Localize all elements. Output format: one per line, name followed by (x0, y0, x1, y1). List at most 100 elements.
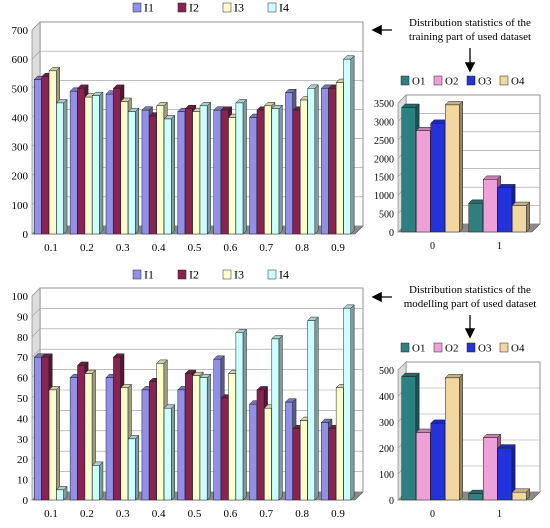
bar-I4-0.9 (342, 304, 355, 501)
bar-front (512, 491, 527, 501)
bar-top (307, 316, 319, 321)
training-annotation: Distribution statistics of the training … (371, 17, 531, 73)
y-tick-label: 1500 (374, 173, 394, 184)
x-tick-label: 0 (430, 509, 435, 520)
bar-front (48, 389, 57, 501)
bar-top (156, 359, 168, 364)
bar-top (141, 106, 154, 111)
legend-swatch-O3 (466, 342, 476, 353)
legend-swatch-O2 (433, 75, 443, 86)
bar-top (184, 369, 197, 374)
y-tick-label: 80 (17, 332, 29, 344)
legend-label-I1: I1 (144, 268, 154, 282)
y-tick-label: 1000 (374, 191, 394, 202)
chart-legend: I1 I2 I3 I4 (132, 268, 289, 282)
bar-I4-0.9 (342, 55, 355, 235)
y-tick-label: 500 (379, 366, 394, 377)
x-tick-label: 0.6 (224, 242, 238, 254)
bar-top (497, 444, 516, 449)
legend-swatch-I1 (132, 2, 142, 13)
legend-swatch-I1 (132, 269, 142, 280)
bar-top (271, 335, 283, 340)
bar-front (512, 205, 527, 233)
bar-front (69, 377, 78, 501)
bar-front (335, 82, 344, 235)
bar-front (292, 428, 301, 501)
x-tick-label: 0.8 (295, 508, 309, 520)
bar-top (511, 201, 531, 206)
bar-I4-0.3 (127, 107, 140, 235)
bar-side (63, 98, 68, 235)
bar-front (300, 99, 308, 235)
bar-front (307, 88, 316, 235)
bar-front (497, 447, 512, 501)
bar-top (163, 115, 176, 120)
bar-top (199, 373, 212, 378)
x-tick-label: 1 (497, 241, 502, 252)
bar-front (483, 179, 498, 233)
modelling-outputs-chart: 0 100 200 300 400 500 0 1 O1 O2 O3 O4 (379, 342, 541, 520)
x-tick-label: 0.8 (295, 242, 309, 254)
bar-top (482, 433, 502, 438)
training-annotation-line1: Distribution statistics of the (409, 17, 531, 29)
bar-front (264, 105, 272, 235)
bar-front (41, 356, 50, 501)
bar-top (91, 91, 104, 96)
gridline (31, 287, 41, 297)
chart-legend: O1 O2 O3 O4 (400, 342, 525, 355)
bar-front (77, 88, 85, 235)
bar-top (84, 369, 97, 374)
y-tick-label: 70 (17, 352, 29, 364)
bar-O4-1 (511, 201, 531, 233)
bar-front (56, 489, 64, 501)
bar-top (511, 488, 531, 493)
legend-swatch-O2 (433, 342, 443, 353)
bar-top (256, 386, 269, 391)
bar-front (192, 375, 201, 501)
bar-front (56, 102, 64, 235)
y-tick-label: 200 (12, 171, 29, 183)
bar-top (127, 435, 140, 440)
legend-swatch-O4 (499, 75, 509, 86)
bar-front (184, 108, 193, 235)
bar-side (314, 316, 319, 501)
bar-front (321, 422, 329, 501)
training-annotation-line2: training part of used dataset (409, 31, 531, 43)
bar-front (220, 397, 229, 501)
bar-top (112, 353, 125, 358)
bar-front (343, 307, 352, 501)
bar-top (91, 461, 104, 466)
bar-front (249, 117, 258, 235)
legend-label-I4: I4 (279, 268, 289, 282)
bar-front (127, 438, 136, 501)
bar-front (445, 104, 460, 233)
x-tick-label: 0.4 (152, 508, 166, 520)
bar-top (220, 106, 233, 111)
bar-front (113, 88, 121, 235)
legend-label-O1: O1 (412, 343, 425, 355)
bar-side (171, 114, 175, 235)
bar-front (163, 118, 172, 235)
y-tick-label: 50 (17, 393, 29, 405)
y-tick-label: 0 (389, 496, 394, 507)
bar-top (444, 101, 464, 106)
gridline (31, 50, 41, 60)
legend-label-O4: O4 (511, 76, 525, 88)
y-tick-label: 2500 (374, 136, 394, 147)
bar-front (335, 387, 344, 501)
legend-swatch-O1 (400, 75, 410, 86)
bar-front (127, 111, 136, 235)
y-tick-label: 20 (17, 454, 29, 466)
bar-front (220, 109, 229, 235)
bar-front (235, 332, 244, 501)
bar-front (33, 79, 42, 235)
bar-top (112, 84, 125, 89)
training-inputs-chart: 0 100 200 300 400 500 600 700 0.1 0.2 0.3 0.4 0.5 0.6… (12, 1, 364, 254)
bar-I4-0.4 (163, 114, 176, 235)
bar-front (177, 389, 186, 501)
bar-side (99, 461, 104, 501)
bar-front (285, 401, 293, 501)
bar-front (113, 356, 121, 501)
legend-label-I1: I1 (144, 1, 154, 15)
y-tick-label: 300 (379, 418, 394, 429)
